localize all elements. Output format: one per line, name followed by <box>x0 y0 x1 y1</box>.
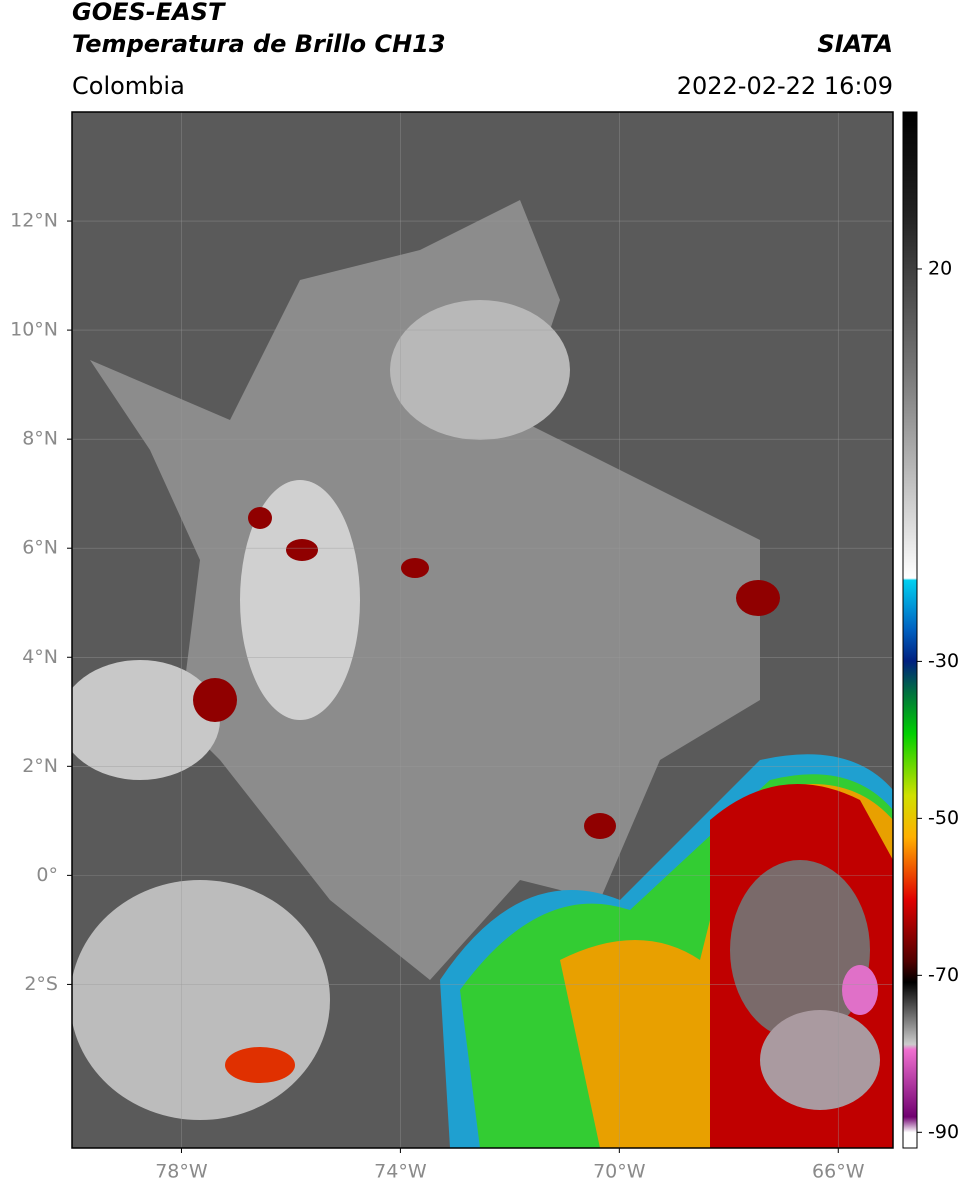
map-frame <box>71 111 894 1149</box>
y-tick-label: 12°N <box>10 210 58 232</box>
colorbar <box>902 111 918 1149</box>
x-tick-label: 74°W <box>374 1161 427 1183</box>
satellite-image <box>72 112 893 1148</box>
x-tick-label: 70°W <box>593 1161 646 1183</box>
source: SIATA <box>817 30 893 58</box>
colorbar-label: -30 <box>928 650 959 672</box>
colorbar-label: -70 <box>928 964 959 986</box>
y-tick-label: 8°N <box>22 428 58 450</box>
y-tick-label: 6°N <box>22 537 58 559</box>
region: Colombia <box>72 72 185 100</box>
y-tick-label: 2°N <box>22 755 58 777</box>
title: GOES-EAST <box>72 0 226 26</box>
grid <box>72 112 893 1148</box>
colorbar-label: -90 <box>928 1121 959 1143</box>
y-tick-label: 10°N <box>10 319 58 341</box>
colorbar-label: 20 <box>928 257 952 279</box>
subtitle: Temperatura de Brillo CH13 <box>72 30 446 58</box>
y-tick-label: 0° <box>36 864 58 886</box>
y-tick-label: 4°N <box>22 646 58 668</box>
datetime: 2022-02-22 16:09 <box>677 72 893 100</box>
x-tick-label: 66°W <box>812 1161 865 1183</box>
x-tick-label: 78°W <box>155 1161 208 1183</box>
y-tick-label: 2°S <box>24 973 58 995</box>
colorbar-label: -50 <box>928 807 959 829</box>
